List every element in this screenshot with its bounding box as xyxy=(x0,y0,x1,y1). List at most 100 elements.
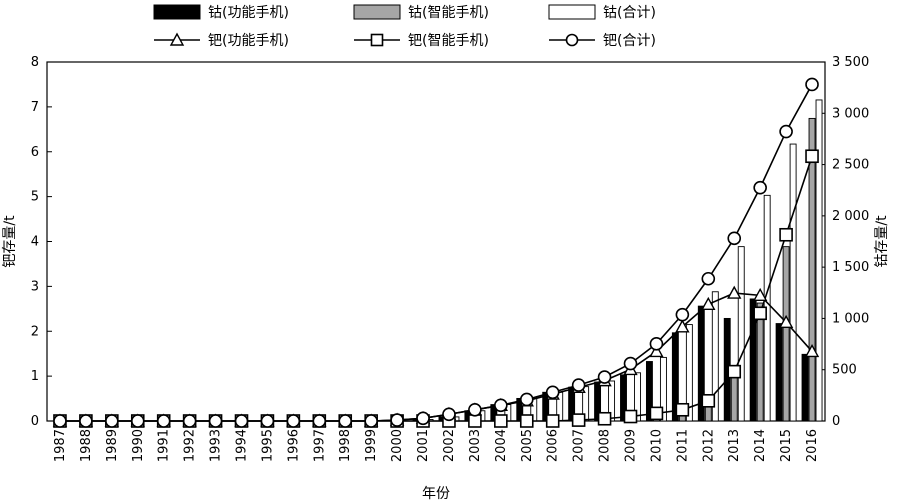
bar-phone xyxy=(645,361,653,422)
x-tick-label: 1996 xyxy=(286,429,301,462)
circle-marker xyxy=(416,411,430,426)
circle-marker xyxy=(649,337,664,351)
circle-marker xyxy=(571,378,586,392)
bar-total xyxy=(789,143,797,422)
bar-smart xyxy=(756,302,764,422)
x-tick-label: 1990 xyxy=(131,429,146,462)
circle-marker xyxy=(805,77,819,92)
bar-phone xyxy=(775,323,783,422)
left-tick-label: 1 xyxy=(31,369,39,384)
bar-series xyxy=(412,99,823,422)
legend-swatch xyxy=(153,4,201,20)
circle-marker xyxy=(545,385,560,400)
circle-marker xyxy=(130,414,145,428)
bar-total xyxy=(737,246,745,422)
circle-marker xyxy=(468,402,482,417)
square-marker xyxy=(805,149,819,164)
x-tick-label: 1991 xyxy=(157,429,172,462)
x-tick-label: 2001 xyxy=(416,429,431,462)
square-marker xyxy=(571,413,586,427)
bar-phone xyxy=(697,305,705,422)
bar-smart xyxy=(782,246,790,422)
x-axis-title: 年份 xyxy=(422,486,450,502)
x-tick-label: 1989 xyxy=(105,429,120,462)
circle-marker xyxy=(182,414,197,428)
circle-marker xyxy=(494,398,508,413)
right-tick-label: 1 500 xyxy=(832,260,869,275)
plot-frame xyxy=(46,61,826,422)
circle-marker xyxy=(208,414,223,428)
triangle-marker xyxy=(701,296,716,311)
circle-marker xyxy=(442,407,456,422)
bar-smart xyxy=(704,406,712,422)
x-tick-label: 1992 xyxy=(183,429,198,462)
square-marker xyxy=(727,364,742,379)
right-tick-label: 1 000 xyxy=(832,311,869,326)
circle-marker xyxy=(753,180,767,195)
x-tick-label: 2014 xyxy=(753,429,768,462)
circle-marker xyxy=(364,414,378,428)
circle-marker xyxy=(286,414,301,428)
x-tick-label: 2002 xyxy=(442,429,457,462)
x-tick-label: 2003 xyxy=(468,429,483,462)
legend-label: 钯(智能手机) xyxy=(408,33,489,49)
circle-marker xyxy=(623,356,638,371)
circle-marker xyxy=(519,392,534,407)
x-tick-label: 2004 xyxy=(494,429,509,462)
square-marker xyxy=(623,409,638,424)
bar-total xyxy=(685,324,693,422)
legend-label: 钯(合计) xyxy=(603,33,656,49)
right-tick-label: 2 500 xyxy=(832,158,869,173)
x-tick-label: 1993 xyxy=(209,429,224,462)
square-marker xyxy=(468,414,482,428)
x-tick-label: 2006 xyxy=(546,429,561,462)
square-marker xyxy=(701,394,716,408)
x-tick-label: 1995 xyxy=(260,429,275,462)
square-marker xyxy=(779,227,793,242)
square-marker xyxy=(519,414,534,428)
y-right-axis-title: 钴存量/t xyxy=(874,215,890,268)
bar-smart xyxy=(730,374,738,422)
x-tick-label: 2010 xyxy=(649,429,664,462)
triangle-marker xyxy=(649,343,664,358)
triangle-marker xyxy=(804,343,820,358)
circle-marker xyxy=(53,414,67,428)
circle-marker xyxy=(701,271,716,286)
square-marker xyxy=(753,306,767,321)
x-tick-label: 1998 xyxy=(338,429,353,462)
left-tick-label: 6 xyxy=(31,145,39,160)
circle-marker xyxy=(675,307,690,322)
bar-smart xyxy=(808,117,816,422)
circle-marker xyxy=(156,414,171,428)
legend-swatch xyxy=(548,4,596,20)
circle-marker xyxy=(312,414,327,428)
legend-label: 钯(功能手机) xyxy=(208,33,289,49)
triangle-marker xyxy=(727,285,742,299)
triangle-marker xyxy=(675,319,690,333)
x-tick-label: 1999 xyxy=(364,429,379,462)
left-tick-label: 7 xyxy=(31,100,39,115)
legend-label: 钴(合计) xyxy=(603,5,656,21)
circle-marker xyxy=(390,413,404,427)
x-tick-label: 2007 xyxy=(572,429,587,462)
x-tick-label: 2013 xyxy=(727,429,742,462)
right-tick-label: 500 xyxy=(832,363,857,378)
line-series xyxy=(52,77,820,428)
x-tick-label: 1987 xyxy=(53,429,68,462)
bar-total xyxy=(634,372,641,422)
x-tick-label: 2011 xyxy=(675,429,690,462)
bar-total xyxy=(815,99,823,422)
square-marker xyxy=(649,406,664,421)
legend: 钴(功能手机) 钴(智能手机) 钴(合计) 钯(功能手机) 钯(智能手机) 钯(合计) xyxy=(153,4,656,49)
square-marker xyxy=(597,411,612,426)
bar-total xyxy=(582,386,590,422)
circle-marker xyxy=(779,124,793,139)
circle-marker xyxy=(597,370,612,384)
left-tick-label: 2 xyxy=(31,324,39,339)
bar-phone xyxy=(801,353,809,422)
right-tick-label: 3 000 xyxy=(832,106,869,121)
x-tick-label: 1997 xyxy=(312,429,327,462)
right-tick-label: 3 500 xyxy=(832,55,869,70)
triangle-marker xyxy=(778,314,794,328)
